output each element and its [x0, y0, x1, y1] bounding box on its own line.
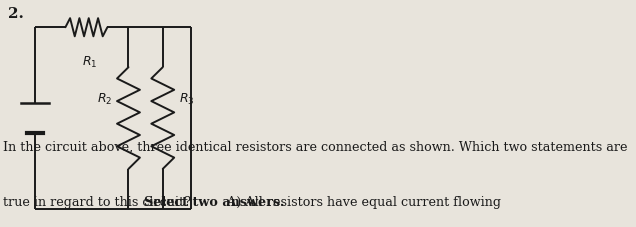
Text: In the circuit above, three identical resistors are connected as shown. Which tw: In the circuit above, three identical re… — [3, 141, 628, 154]
Text: Select two answers.: Select two answers. — [144, 196, 285, 209]
Text: $R_3$: $R_3$ — [179, 92, 194, 107]
Text: 2.: 2. — [8, 7, 24, 21]
Text: $R_1$: $R_1$ — [82, 54, 97, 70]
Text: true in regard to this circuit?: true in regard to this circuit? — [3, 196, 195, 209]
Text: A) All resistors have equal current flowing: A) All resistors have equal current flow… — [219, 196, 501, 209]
Text: $R_2$: $R_2$ — [97, 92, 113, 107]
